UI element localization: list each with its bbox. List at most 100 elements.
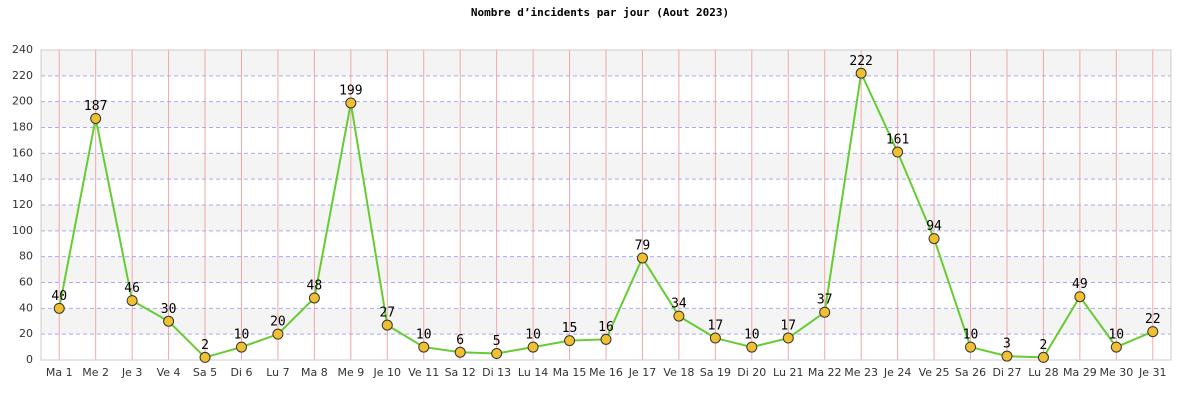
x-tick-label: Je 3 xyxy=(121,366,143,379)
x-tick-label: Ve 18 xyxy=(663,366,694,379)
x-tick-label: Ve 4 xyxy=(157,366,181,379)
value-label: 40 xyxy=(51,289,67,304)
x-tick-label: Je 31 xyxy=(1138,366,1167,379)
marker xyxy=(418,341,430,353)
value-label: 5 xyxy=(493,334,501,349)
value-label: 37 xyxy=(817,293,833,308)
x-tick-label: Je 24 xyxy=(883,366,912,379)
value-label: 10 xyxy=(1108,328,1124,343)
value-label: 3 xyxy=(1003,337,1011,352)
marker xyxy=(965,341,977,353)
x-tick-label: Je 17 xyxy=(628,366,657,379)
value-label: 10 xyxy=(416,328,432,343)
x-tick-label: Me 30 xyxy=(1099,366,1133,379)
value-label: 2 xyxy=(201,338,209,353)
value-label: 27 xyxy=(379,306,395,321)
value-label: 79 xyxy=(635,238,651,253)
value-label: 34 xyxy=(671,297,687,312)
y-tick-label: 120 xyxy=(12,198,33,211)
y-tick-label: 20 xyxy=(19,327,33,340)
y-tick-label: 60 xyxy=(19,276,33,289)
value-label: 94 xyxy=(926,219,942,234)
x-tick-label: Ve 11 xyxy=(408,366,439,379)
marker xyxy=(1001,350,1013,362)
y-tick-label: 160 xyxy=(12,146,33,159)
marker xyxy=(636,252,648,264)
marker xyxy=(746,341,758,353)
marker xyxy=(454,346,466,358)
marker xyxy=(345,97,357,109)
value-label: 15 xyxy=(562,321,578,336)
value-label: 10 xyxy=(234,328,250,343)
x-tick-label: Ve 25 xyxy=(919,366,950,379)
value-label: 10 xyxy=(744,328,760,343)
marker xyxy=(1147,326,1159,338)
value-label: 46 xyxy=(124,281,140,296)
y-tick-label: 0 xyxy=(26,353,33,366)
marker xyxy=(199,351,211,363)
x-tick-label: Di 20 xyxy=(737,366,766,379)
y-tick-label: 220 xyxy=(12,69,33,82)
value-label: 30 xyxy=(161,302,177,317)
marker xyxy=(53,302,65,314)
x-tick-label: Lu 21 xyxy=(773,366,803,379)
marker xyxy=(709,332,721,344)
x-tick-label: Ma 22 xyxy=(808,366,842,379)
marker xyxy=(235,341,247,353)
value-label: 10 xyxy=(525,328,541,343)
x-tick-label: Me 23 xyxy=(844,366,878,379)
marker xyxy=(90,112,102,124)
marker xyxy=(491,348,503,360)
y-tick-label: 180 xyxy=(12,121,33,134)
y-tick-label: 80 xyxy=(19,250,33,263)
marker xyxy=(564,335,576,347)
value-label: 161 xyxy=(886,133,909,148)
marker xyxy=(892,146,904,158)
y-tick-label: 100 xyxy=(12,224,33,237)
marker xyxy=(819,306,831,318)
plot-frame xyxy=(40,49,1172,361)
x-tick-label: Lu 28 xyxy=(1028,366,1058,379)
value-label: 48 xyxy=(307,279,323,294)
y-tick-label: 40 xyxy=(19,301,33,314)
x-tick-label: Me 2 xyxy=(82,366,109,379)
x-tick-label: Lu 7 xyxy=(266,366,289,379)
marker xyxy=(126,295,138,307)
x-tick-label: Ma 29 xyxy=(1063,366,1097,379)
marker xyxy=(1074,291,1086,303)
marker xyxy=(1110,341,1122,353)
x-tick-label: Sa 12 xyxy=(445,366,476,379)
value-label: 49 xyxy=(1072,277,1088,292)
x-tick-label: Di 13 xyxy=(482,366,511,379)
x-tick-label: Me 9 xyxy=(337,366,364,379)
value-label: 187 xyxy=(84,99,107,114)
x-tick-label: Sa 5 xyxy=(193,366,217,379)
x-tick-label: Di 6 xyxy=(230,366,252,379)
x-tick-label: Di 27 xyxy=(992,366,1021,379)
value-label: 6 xyxy=(456,333,464,348)
value-label: 2 xyxy=(1040,338,1048,353)
marker xyxy=(272,328,284,340)
marker xyxy=(855,67,867,79)
value-label: 222 xyxy=(849,54,872,69)
marker xyxy=(527,341,539,353)
value-label: 22 xyxy=(1145,312,1161,327)
x-tick-label: Je 10 xyxy=(373,366,402,379)
value-label: 199 xyxy=(339,83,362,98)
x-tick-label: Sa 26 xyxy=(955,366,986,379)
y-tick-label: 240 xyxy=(12,43,33,56)
value-label: 17 xyxy=(780,319,796,334)
marker xyxy=(163,315,175,327)
marker xyxy=(782,332,794,344)
marker xyxy=(928,233,940,245)
value-label: 16 xyxy=(598,320,614,335)
marker xyxy=(673,310,685,322)
marker xyxy=(600,333,612,345)
x-tick-label: Me 16 xyxy=(589,366,623,379)
y-tick-label: 200 xyxy=(12,95,33,108)
marker xyxy=(381,319,393,331)
chart-title: Nombre d’incidents par jour (Aout 2023) xyxy=(471,6,729,19)
value-label: 17 xyxy=(708,319,724,334)
